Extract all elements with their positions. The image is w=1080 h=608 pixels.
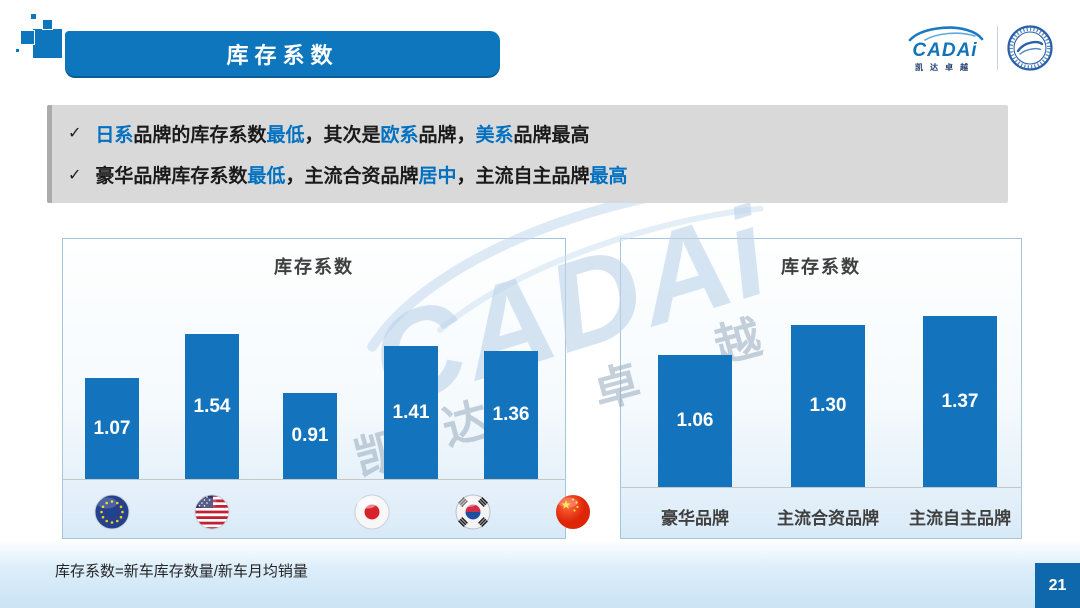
brand-subtitle: 凯达卓越	[915, 62, 975, 72]
category-label: 主流合资品牌	[777, 509, 879, 528]
bar-value-label: 1.30	[809, 395, 847, 417]
deco-square	[15, 48, 20, 53]
bullet-text: 豪华品牌库存系数最低，主流合资品牌居中，主流自主品牌最高	[95, 166, 628, 188]
deco-square	[20, 30, 35, 45]
bar-usa: 1.54	[185, 334, 239, 479]
plot-area: 1.06 1.30 1.37	[620, 238, 1022, 488]
chart-inventory-by-origin: 库存系数 1.07 1.54 0.91 1.41 1.36	[62, 238, 590, 539]
bar-europe: 1.07	[85, 378, 139, 479]
bar-value-label: 1.37	[941, 390, 979, 412]
brand-name: CADAi	[912, 39, 978, 61]
bar-value-label: 1.36	[492, 404, 530, 426]
japan-flag-icon	[354, 494, 390, 530]
check-icon: ✓	[68, 166, 82, 184]
category-label: 主流自主品牌	[909, 509, 1011, 528]
bar-korea: 1.41	[384, 346, 438, 479]
eu-flag-icon	[94, 494, 130, 530]
bar-value-label: 1.54	[193, 395, 231, 417]
deco-square	[32, 28, 63, 59]
category-label: 豪华品牌	[661, 509, 729, 528]
bar-value-label: 1.07	[93, 417, 131, 439]
bar-value-label: 1.41	[392, 401, 430, 423]
plot-area: 1.07 1.54 0.91 1.41 1.36	[62, 238, 566, 480]
summary-box: ✓ 日系品牌的库存系数最低，其次是欧系品牌，美系品牌最高 ✓ 豪华品牌库存系数最…	[47, 105, 1008, 203]
korea-flag-icon	[455, 494, 491, 530]
bullet-text: 日系品牌的库存系数最低，其次是欧系品牌，美系品牌最高	[95, 124, 590, 146]
deco-square	[30, 13, 37, 20]
bottom-gradient	[0, 540, 1080, 608]
bar-china: 1.36	[484, 351, 538, 479]
emblem-seal-icon	[1007, 25, 1053, 71]
bar-value-label: 1.06	[676, 410, 714, 432]
bar-japan: 0.91	[283, 393, 337, 479]
chart-inventory-by-brand-tier: 库存系数 1.06 1.30 1.37 豪华品牌 主流合资品牌 主流自主品牌	[620, 238, 1022, 539]
deco-square	[42, 19, 53, 30]
brand-logo: CADAi 凯达卓越	[902, 20, 1062, 76]
bar-mainstream-domestic: 1.37	[923, 316, 997, 487]
bar-luxury: 1.06	[658, 355, 732, 487]
car-swoosh-icon	[908, 25, 984, 41]
bullet-line-2: ✓ 豪华品牌库存系数最低，主流合资品牌居中，主流自主品牌最高	[68, 161, 1008, 188]
china-flag-icon	[556, 495, 590, 529]
chart-title: 库存系数	[274, 257, 354, 277]
bar-mainstream-jv: 1.30	[791, 325, 865, 487]
chart-title: 库存系数	[781, 257, 861, 277]
bullet-line-1: ✓ 日系品牌的库存系数最低，其次是欧系品牌，美系品牌最高	[68, 120, 1008, 147]
page-number-badge: 21	[1035, 563, 1080, 608]
us-flag-icon	[194, 494, 230, 530]
logo-divider	[997, 26, 998, 70]
bar-value-label: 0.91	[291, 425, 329, 447]
page-title: 库存系数	[65, 31, 500, 76]
footnote: 库存系数=新车库存数量/新车月均销量	[55, 563, 308, 580]
check-icon: ✓	[68, 125, 82, 143]
brand-logo-text: CADAi 凯达卓越	[902, 24, 988, 73]
